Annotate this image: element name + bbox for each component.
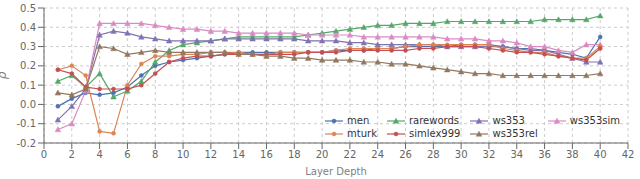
svg-text:Layer Depth: Layer Depth — [305, 166, 367, 177]
svg-text:0.3: 0.3 — [20, 41, 36, 52]
svg-text:34: 34 — [510, 149, 523, 160]
svg-text:10: 10 — [177, 149, 190, 160]
svg-text:26: 26 — [399, 149, 412, 160]
svg-text:40: 40 — [594, 149, 607, 160]
svg-text:ρ: ρ — [8, 71, 9, 79]
svg-text:2: 2 — [69, 149, 75, 160]
svg-text:22: 22 — [344, 149, 357, 160]
svg-text:18: 18 — [288, 149, 301, 160]
svg-text:30: 30 — [455, 149, 468, 160]
svg-text:16: 16 — [260, 149, 273, 160]
html-text:ws353rel: ws353rel — [492, 128, 538, 139]
svg-text:36: 36 — [538, 149, 551, 160]
svg-text:0.2: 0.2 — [20, 60, 36, 71]
html-text:simlex999: simlex999 — [409, 128, 461, 139]
svg-text:8: 8 — [152, 149, 158, 160]
svg-text:-0.1: -0.1 — [16, 118, 36, 129]
svg-text:0: 0 — [41, 149, 47, 160]
svg-text:0.5: 0.5 — [20, 3, 36, 14]
svg-text:28: 28 — [427, 149, 440, 160]
svg-text:0.0: 0.0 — [20, 99, 36, 110]
html-text:mturk: mturk — [347, 128, 377, 139]
svg-text:14: 14 — [232, 149, 245, 160]
svg-text:42: 42 — [622, 149, 632, 160]
svg-text:6: 6 — [124, 149, 130, 160]
html-text:rarewords: rarewords — [409, 115, 459, 126]
svg-text:0.1: 0.1 — [20, 80, 36, 91]
html-text:ws353: ws353 — [492, 115, 525, 126]
svg-text:38: 38 — [566, 149, 579, 160]
html-text:men: men — [347, 115, 370, 126]
svg-text:0.4: 0.4 — [20, 22, 36, 33]
svg-text:20: 20 — [316, 149, 329, 160]
svg-text:12: 12 — [204, 149, 217, 160]
svg-text:4: 4 — [96, 149, 102, 160]
html-text:ws353sim: ws353sim — [569, 115, 620, 126]
svg-text:24: 24 — [371, 149, 384, 160]
svg-text:32: 32 — [483, 149, 496, 160]
svg-text:-0.2: -0.2 — [16, 138, 36, 149]
